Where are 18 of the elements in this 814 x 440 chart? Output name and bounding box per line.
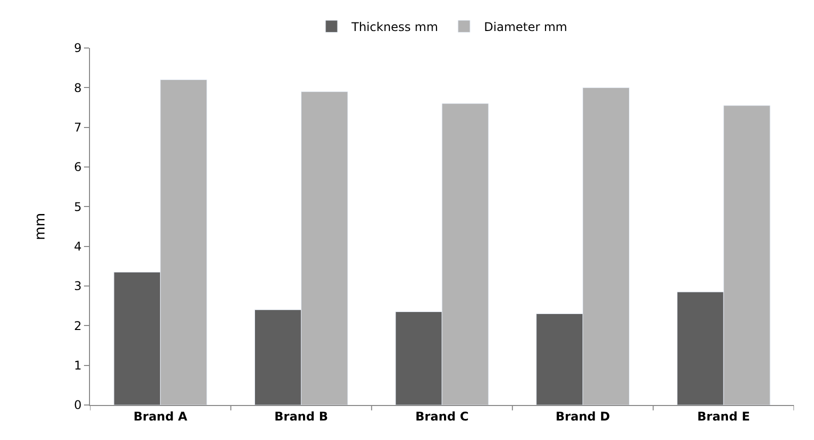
y-tick-label: 6	[74, 160, 82, 174]
y-tick-label: 0	[74, 398, 82, 412]
x-tick-label: Brand D	[556, 409, 610, 424]
y-tick-label: 5	[74, 200, 82, 214]
legend-label: Thickness mm	[350, 20, 438, 34]
legend-label: Diameter mm	[484, 20, 568, 34]
y-axis-title: mm	[32, 212, 49, 240]
y-tick-label: 3	[74, 279, 82, 294]
x-tick-label: Brand A	[134, 409, 188, 424]
x-tick-label: Brand C	[415, 409, 469, 424]
x-tick-label: Brand E	[697, 409, 750, 424]
y-tick-label: 7	[74, 120, 82, 135]
x-tick-label: Brand B	[274, 409, 328, 424]
y-tick-label: 1	[74, 358, 82, 373]
y-tick-label: 4	[74, 240, 82, 254]
y-tick-label: 9	[74, 41, 82, 56]
y-tick-label: 2	[74, 318, 82, 333]
y-tick-label: 8	[74, 80, 82, 95]
